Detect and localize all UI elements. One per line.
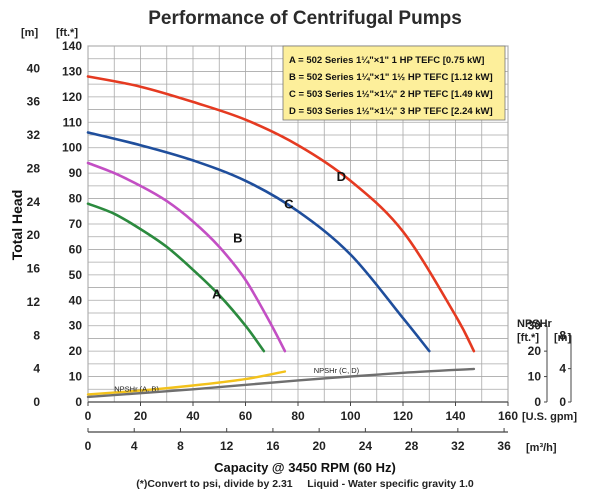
y-ticks-m: 0 4 8 12 16 20 24 28 32 36 40 [27, 61, 41, 409]
x-tick-label-gpm: 140 [445, 409, 465, 423]
npshr-title: NPSHr [517, 318, 553, 330]
curve-label-b: B [233, 231, 242, 246]
x-ticks-gpm: 0 20 40 60 80 100 120 140 160 [85, 401, 518, 423]
npshr-tick-label-m: 8 [559, 328, 566, 342]
npshr-unit-ft: [ft.*] [517, 332, 539, 344]
legend: A = 502 Series 1¼"×1" 1 HP TEFC [0.75 kW… [282, 45, 506, 121]
npshr-tick-label-ft: 10 [528, 370, 542, 384]
x-tick-label-m3h: 4 [131, 439, 138, 453]
x-tick-label-gpm: 20 [134, 409, 148, 423]
x-tick-label-m3h: 12 [220, 439, 234, 453]
y-tick-label-m: 12 [27, 295, 41, 309]
curve-a [86, 202, 266, 353]
y-tick-label-m: 0 [33, 395, 40, 409]
y-tick-label-ft: 40 [69, 293, 83, 307]
x-tick-label-m3h: 36 [497, 439, 511, 453]
legend-item-b: B = 502 Series 1¼"×1" 1½ HP TEFC [1.12 k… [289, 72, 493, 83]
x-tick-label-m3h: 24 [359, 439, 373, 453]
x-tick-label-m3h: 32 [451, 439, 465, 453]
x-tick-label-gpm: 80 [291, 409, 305, 423]
x-tick-label-m3h: 28 [405, 439, 419, 453]
y-tick-label-ft: 30 [69, 319, 83, 333]
npshr-tick-label-ft: 30 [528, 319, 542, 333]
x-tick-label-gpm: 40 [186, 409, 200, 423]
y-tick-label-ft: 100 [62, 141, 82, 155]
x-unit-m3h: [m³/h] [526, 442, 557, 454]
npshr-label-0: NPSHr (A, B) [114, 384, 159, 393]
chart-title: Performance of Centrifugal Pumps [148, 8, 462, 29]
y-tick-label-ft: 130 [62, 64, 82, 78]
npshr-curve-1 [86, 367, 476, 399]
npshr-label-1: NPSHr (C, D) [314, 366, 360, 375]
curve-label-a: A [212, 287, 222, 302]
npshr-tick-label-m: 4 [559, 362, 566, 376]
x-tick-label-m3h: 8 [177, 439, 184, 453]
y-tick-label-ft: 10 [69, 370, 83, 384]
y-tick-label-ft: 60 [69, 242, 83, 256]
y-tick-label-m: 16 [27, 262, 41, 276]
npshr-unit-m: [m] [554, 332, 571, 344]
legend-box [282, 45, 506, 121]
y-unit-m: [m] [21, 27, 38, 39]
npshr-curve-0 [86, 370, 287, 396]
y-tick-label-ft: 90 [69, 166, 83, 180]
x-tick-label-m3h: 20 [312, 439, 326, 453]
x-ticks-m3h: 0 4 8 12 16 20 24 28 32 36 [85, 428, 511, 453]
y-axis-title: Total Head [9, 190, 25, 261]
x-axis-title: Capacity @ 3450 RPM (60 Hz) [214, 460, 396, 475]
curve-label-d: D [337, 169, 346, 184]
performance-curves: A B C D [86, 75, 476, 353]
legend-item-d: D = 503 Series 1½"×1¼" 3 HP TEFC [2.24 k… [289, 106, 493, 117]
npshr-axis: 0 10 20 30 0 4 8 [528, 319, 572, 409]
y-tick-label-m: 40 [27, 61, 41, 75]
y-tick-label-ft: 140 [62, 39, 82, 53]
y-tick-label-ft: 80 [69, 192, 83, 206]
y-tick-label-ft: 50 [69, 268, 83, 282]
x-tick-label-gpm: 60 [239, 409, 253, 423]
y-tick-label-m: 20 [27, 228, 41, 242]
x-tick-label-m3h: 0 [85, 439, 92, 453]
legend-item-c: C = 503 Series 1½"×1¼" 2 HP TEFC [1.49 k… [289, 89, 493, 100]
y-tick-label-ft: 20 [69, 344, 83, 358]
y-tick-label-m: 24 [27, 195, 41, 209]
x-tick-label-gpm: 160 [498, 409, 518, 423]
curve-b [86, 161, 287, 353]
y-tick-label-m: 4 [33, 362, 40, 376]
y-tick-label-ft: 0 [75, 395, 82, 409]
y-tick-label-ft: 70 [69, 217, 83, 231]
y-tick-label-m: 36 [27, 95, 41, 109]
npshr-tick-label-ft: 0 [534, 395, 541, 409]
y-tick-label-m: 8 [33, 328, 40, 342]
legend-item-a: A = 502 Series 1¼"×1" 1 HP TEFC [0.75 kW… [289, 55, 484, 66]
curve-c [86, 131, 431, 353]
curve-label-c: C [284, 197, 294, 212]
x-tick-label-gpm: 0 [85, 409, 92, 423]
y-ticks-ft: 0 10 20 30 40 50 60 70 80 90 100 110 120 130 140 [62, 39, 82, 409]
footnote: (*)Convert to psi, divide by 2.31 Liquid… [136, 478, 474, 490]
npshr-curves: NPSHr (A, B) NPSHr (C, D) [86, 366, 476, 399]
y-tick-label-m: 28 [27, 161, 41, 175]
x-tick-label-gpm: 100 [340, 409, 360, 423]
curve-d [86, 75, 476, 353]
npshr-tick-label-m: 0 [559, 395, 566, 409]
y-unit-ft: [ft.*] [56, 27, 78, 39]
x-unit-gpm: [U.S. gpm] [522, 411, 577, 423]
y-tick-label-ft: 120 [62, 90, 82, 104]
y-tick-label-m: 32 [27, 128, 41, 142]
y-tick-label-ft: 110 [63, 115, 83, 129]
x-tick-label-m3h: 16 [266, 439, 280, 453]
npshr-tick-label-ft: 20 [528, 344, 542, 358]
x-tick-label-gpm: 120 [393, 409, 413, 423]
